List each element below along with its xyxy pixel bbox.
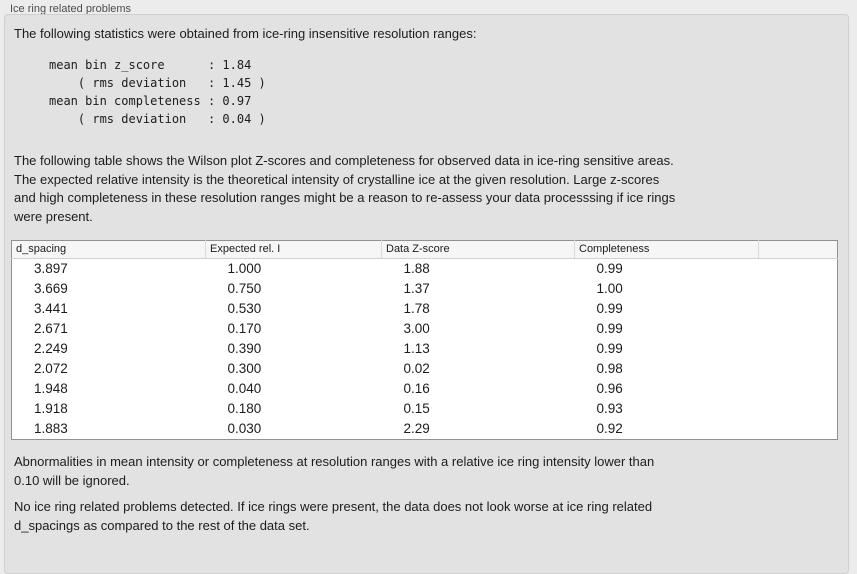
ice-ring-report-page: { "panel": { "title": "Ice ring related … bbox=[4, 3, 849, 574]
table-cell: 1.000 bbox=[227, 261, 262, 276]
table-cell: 0.99 bbox=[596, 321, 623, 336]
table-body: 3.897 1.000 1.88 0.99 3.669 0.750 1.37 1.00 3.44… bbox=[12, 259, 838, 440]
ignore-note-text: Abnormalities in mean intensity or compl… bbox=[14, 454, 655, 488]
table-row[interactable]: 3.441 0.530 1.78 0.99 bbox=[12, 299, 838, 319]
table-cell: 0.750 bbox=[227, 281, 262, 296]
table-cell: 0.040 bbox=[227, 381, 262, 396]
table-cell bbox=[759, 359, 838, 379]
table-cell: 0.99 bbox=[596, 301, 623, 316]
column-header: d_spacing bbox=[11, 240, 206, 259]
table-cell: 1.37 bbox=[403, 281, 430, 296]
table-cell: 0.02 bbox=[403, 361, 430, 376]
groupbox-title: Ice ring related problems bbox=[10, 3, 132, 15]
conclusion-text: No ice ring related problems detected. I… bbox=[14, 499, 653, 533]
table-cell: 0.530 bbox=[227, 301, 262, 316]
table-cell bbox=[759, 419, 838, 440]
table-header-row: d_spacing Expected rel. I Data Z-score Comp… bbox=[11, 240, 838, 259]
table-cell: 2.072 bbox=[34, 361, 68, 376]
table-cell: 2.29 bbox=[403, 421, 430, 436]
table-cell: 3.669 bbox=[34, 281, 68, 296]
table-cell: 3.00 bbox=[403, 321, 430, 336]
table-row[interactable]: 2.249 0.390 1.13 0.99 bbox=[12, 339, 838, 359]
stats-intro-text: The following statistics were obtained f… bbox=[14, 26, 477, 41]
ice-ring-table: d_spacing Expected rel. I Data Z-score Comp… bbox=[11, 240, 838, 440]
table-cell: 3.441 bbox=[34, 301, 68, 316]
table-cell: 0.92 bbox=[596, 421, 623, 436]
table-cell bbox=[759, 299, 838, 319]
table-cell: 0.96 bbox=[596, 381, 623, 396]
table-cell bbox=[759, 259, 838, 280]
table-cell: 0.99 bbox=[596, 341, 623, 356]
table-cell: 0.180 bbox=[227, 401, 262, 416]
table-cell: 0.98 bbox=[596, 361, 623, 376]
ice-ring-groupbox: The following statistics were obtained f… bbox=[4, 14, 849, 574]
table-cell: 2.671 bbox=[34, 321, 68, 336]
column-header: Completeness bbox=[574, 240, 759, 259]
table-cell bbox=[759, 339, 838, 359]
table-row[interactable]: 1.948 0.040 0.16 0.96 bbox=[12, 379, 838, 399]
table-description-text: The following table shows the Wilson plo… bbox=[14, 153, 676, 224]
stats-block: mean bin z_score : 1.84 ( rms deviation … bbox=[49, 58, 266, 126]
table-row[interactable]: 3.669 0.750 1.37 1.00 bbox=[12, 279, 838, 299]
table-cell bbox=[759, 319, 838, 339]
table-row[interactable]: 3.897 1.000 1.88 0.99 bbox=[12, 259, 838, 280]
table-cell: 0.170 bbox=[227, 321, 262, 336]
table-cell: 2.249 bbox=[34, 341, 68, 356]
table-cell: 0.030 bbox=[227, 421, 262, 436]
table-cell: 1.883 bbox=[34, 421, 68, 436]
table-cell bbox=[759, 379, 838, 399]
table-cell: 0.300 bbox=[227, 361, 262, 376]
column-header: Expected rel. I bbox=[205, 240, 382, 259]
table-row[interactable]: 2.671 0.170 3.00 0.99 bbox=[12, 319, 838, 339]
table-cell: 0.16 bbox=[403, 381, 430, 396]
table-cell: 1.948 bbox=[34, 381, 68, 396]
column-header: Data Z-score bbox=[381, 240, 575, 259]
table-cell: 3.897 bbox=[34, 261, 68, 276]
table-cell: 0.99 bbox=[596, 261, 623, 276]
table-cell: 1.00 bbox=[596, 281, 623, 296]
table-row[interactable]: 1.918 0.180 0.15 0.93 bbox=[12, 399, 838, 419]
table-row[interactable]: 2.072 0.300 0.02 0.98 bbox=[12, 359, 838, 379]
table-cell bbox=[759, 279, 838, 299]
table-row[interactable]: 1.883 0.030 2.29 0.92 bbox=[12, 419, 838, 440]
column-header bbox=[758, 240, 838, 259]
table-cell: 1.13 bbox=[403, 341, 430, 356]
table-cell: 0.93 bbox=[596, 401, 623, 416]
table-cell: 0.390 bbox=[227, 341, 262, 356]
table-cell bbox=[759, 399, 838, 419]
table-cell: 1.88 bbox=[403, 261, 430, 276]
table-cell: 1.78 bbox=[403, 301, 430, 316]
table-cell: 0.15 bbox=[403, 401, 430, 416]
table-cell: 1.918 bbox=[34, 401, 68, 416]
